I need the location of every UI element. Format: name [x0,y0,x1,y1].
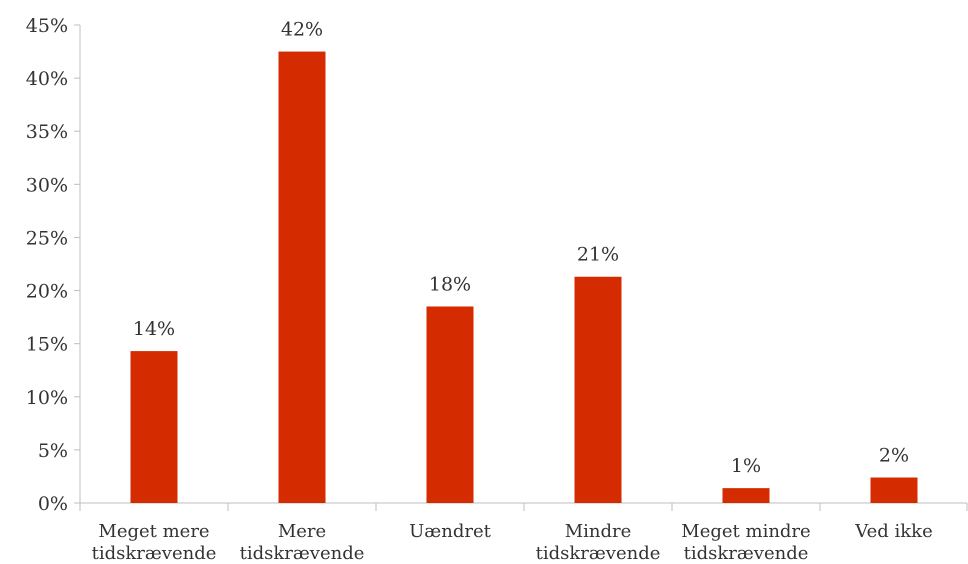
bar [722,488,770,503]
y-tick-label: 10% [26,387,68,409]
bar [278,51,326,504]
data-label: 21% [577,244,619,266]
y-tick-label: 40% [26,68,68,90]
y-tick-label: 15% [26,334,68,356]
category-label-line: Uændret [409,521,491,542]
bar [574,276,622,503]
category-label-line: tidskrævende [684,543,809,564]
category-label-line: Meget mere [98,521,209,542]
category-label: Meget mere tidskrævende [92,521,217,564]
category-label: Ved ikke [854,521,932,542]
y-tick-label: 45% [26,15,68,37]
y-tick-label: 20% [26,281,68,303]
category-label-line: Mere [278,521,326,542]
category-label: Uændret [409,521,491,542]
data-label: 18% [429,273,471,295]
data-label: 42% [281,19,323,41]
category-label-line: tidskrævende [92,543,217,564]
bars [130,51,918,504]
y-tick-label: 5% [38,440,68,462]
category-label-line: Mindre [565,521,632,542]
category-label-line: tidskrævende [536,543,661,564]
y-tick-label: 30% [26,174,68,196]
data-labels: 14% 42% 18% 21% 1% 2% [133,19,909,478]
data-label: 1% [731,455,761,477]
bar [870,477,918,503]
x-axis [79,502,968,511]
bar [426,306,474,503]
y-axis: 0% 5% 10% 15% 20% 25% 30% 35% 40% 45% [26,15,81,515]
category-label-line: tidskrævende [240,543,365,564]
data-label: 2% [879,445,909,467]
category-label: Meget mindre tidskrævende [681,521,810,564]
category-label: Mere tidskrævende [240,521,365,564]
bar [130,351,178,503]
category-label-line: Meget mindre [681,521,810,542]
y-tick-label: 35% [26,121,68,143]
category-label: Mindre tidskrævende [536,521,661,564]
y-tick-label: 0% [38,493,68,515]
y-tick-label: 25% [26,227,68,249]
category-label-line: Ved ikke [854,521,932,542]
data-label: 14% [133,318,175,340]
